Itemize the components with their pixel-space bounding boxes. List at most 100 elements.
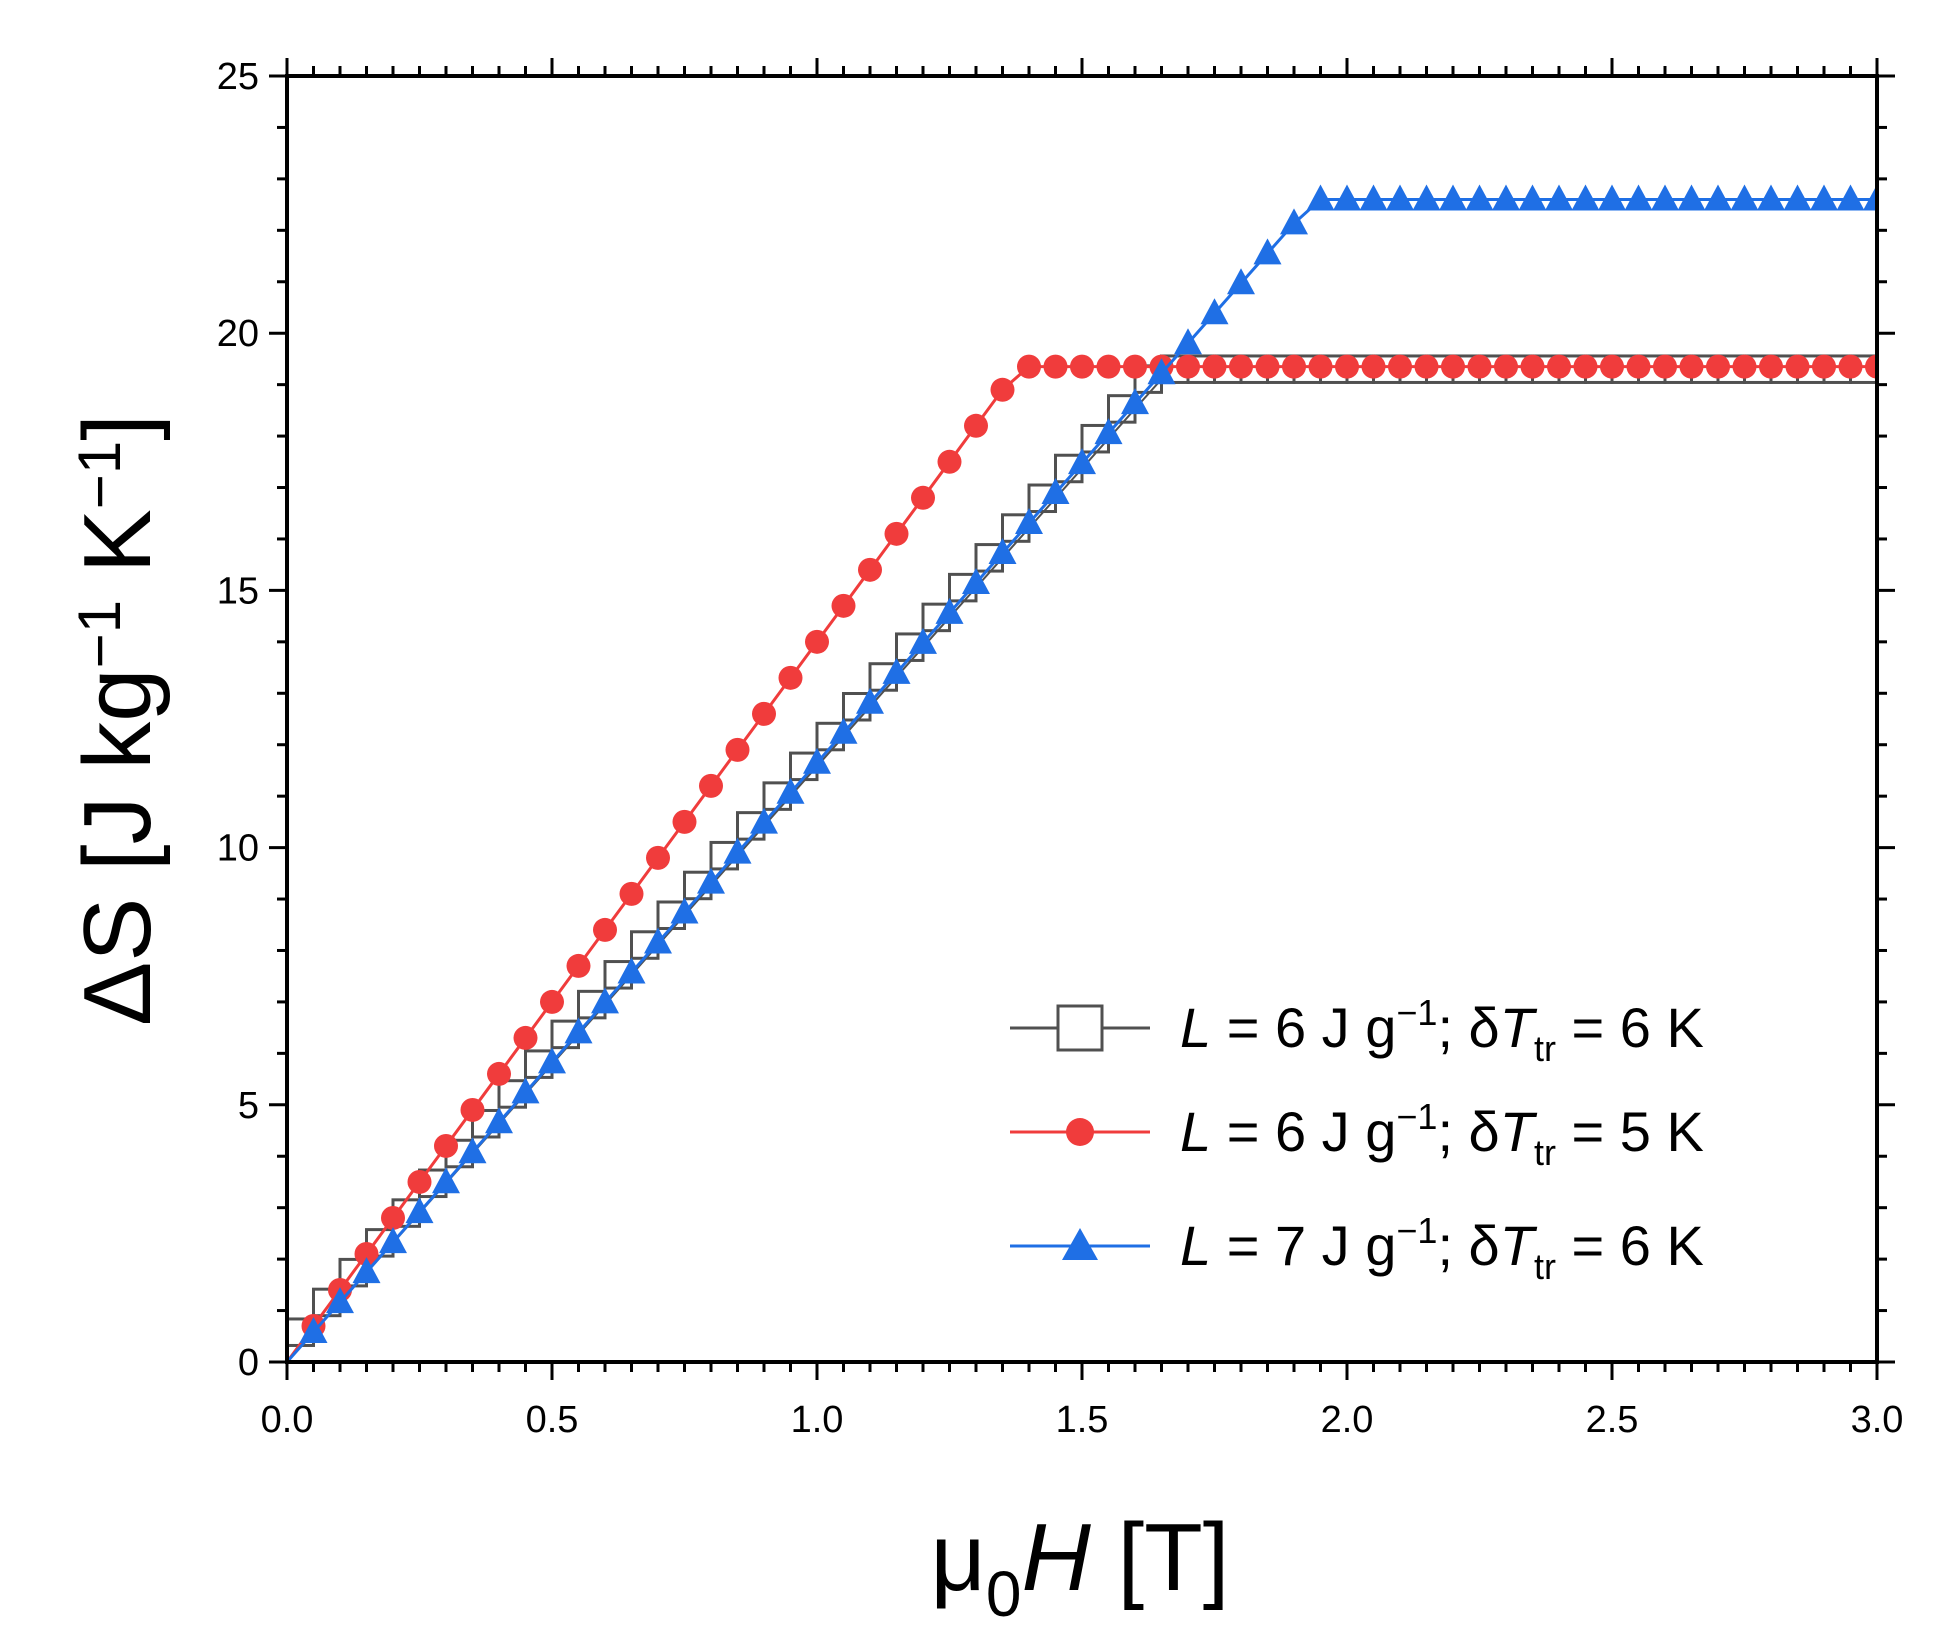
circle-marker xyxy=(1838,354,1863,379)
triangle-marker xyxy=(909,627,937,654)
triangle-marker xyxy=(1465,184,1494,211)
circle-marker xyxy=(593,917,617,942)
triangle-marker xyxy=(697,867,725,894)
y-tick-label: 5 xyxy=(238,1085,259,1127)
circle-marker xyxy=(513,1025,538,1050)
circle-marker xyxy=(725,737,750,762)
legend-marker-triangle xyxy=(1062,1228,1098,1260)
circle-marker xyxy=(1520,354,1545,379)
legend: L = 6 J g−1; δTtr = 6 K L = 6 J g−1; δTt… xyxy=(1010,992,1704,1287)
triangle-marker xyxy=(1386,184,1414,211)
triangle-marker xyxy=(1147,358,1176,385)
triangle-marker xyxy=(1545,184,1573,211)
x-axis-title: μ0H [T] xyxy=(931,1504,1230,1630)
triangle-marker xyxy=(1068,448,1096,475)
triangle-marker xyxy=(538,1047,566,1074)
circle-marker xyxy=(1653,354,1677,379)
triangle-marker xyxy=(1015,508,1043,535)
triangle-marker xyxy=(1571,184,1600,211)
circle-marker xyxy=(831,593,856,618)
circle-marker xyxy=(990,377,1015,402)
series-layer xyxy=(287,184,1877,1362)
x-tick-label: 1.0 xyxy=(791,1399,844,1441)
triangle-marker xyxy=(644,927,672,954)
circle-marker xyxy=(964,413,988,438)
circle-marker xyxy=(1467,354,1492,379)
circle-marker xyxy=(752,701,776,726)
triangle-marker xyxy=(1174,328,1202,355)
circle-marker xyxy=(1573,354,1598,379)
circle-marker xyxy=(434,1133,458,1158)
y-tick-label: 0 xyxy=(238,1342,259,1384)
circle-marker xyxy=(1361,354,1386,379)
triangle-marker xyxy=(1439,184,1467,211)
legend-marker-square xyxy=(1056,1004,1104,1052)
x-tick-label: 0.0 xyxy=(261,1399,314,1441)
circle-marker xyxy=(1414,354,1439,379)
circle-marker xyxy=(619,881,644,906)
series-1 xyxy=(287,354,1877,1362)
triangle-marker xyxy=(882,657,911,684)
triangle-marker xyxy=(1624,184,1653,211)
legend-label-2: L = 6 J g−1; δTtr = 5 K xyxy=(1180,1096,1704,1173)
triangle-marker xyxy=(617,957,646,984)
triangle-marker xyxy=(1253,238,1282,265)
circle-marker xyxy=(1176,354,1200,379)
circle-marker xyxy=(858,557,882,582)
circle-marker xyxy=(1388,354,1412,379)
circle-marker xyxy=(1626,354,1651,379)
circle-marker xyxy=(1785,354,1810,379)
circle-marker xyxy=(1096,354,1121,379)
triangle-marker xyxy=(1836,184,1865,211)
y-tick-label: 20 xyxy=(217,313,259,355)
triangle-marker xyxy=(1730,184,1759,211)
circle-marker xyxy=(937,449,962,474)
triangle-marker xyxy=(326,1287,354,1314)
triangle-marker xyxy=(564,1017,593,1044)
circle-marker xyxy=(566,953,591,978)
triangle-marker xyxy=(1280,208,1308,235)
circle-marker xyxy=(540,989,564,1014)
triangle-marker xyxy=(405,1197,434,1224)
triangle-marker xyxy=(1598,184,1626,211)
circle-marker xyxy=(1282,354,1306,379)
circle-marker xyxy=(884,521,909,546)
circle-marker xyxy=(1441,354,1465,379)
circle-marker xyxy=(1679,354,1704,379)
circle-marker xyxy=(460,1097,485,1122)
series-2 xyxy=(287,354,1877,1362)
circle-marker xyxy=(672,809,697,834)
y-tick-label: 10 xyxy=(217,828,259,870)
circle-marker xyxy=(1070,354,1094,379)
triangle-marker xyxy=(1121,388,1149,415)
triangle-marker xyxy=(935,597,964,624)
triangle-marker xyxy=(1677,184,1706,211)
triangle-marker xyxy=(1783,184,1812,211)
triangle-marker xyxy=(670,897,699,924)
triangle-marker xyxy=(511,1077,540,1104)
triangle-marker xyxy=(1651,184,1679,211)
triangle-marker xyxy=(1333,184,1361,211)
legend-marker-circle xyxy=(1066,1118,1094,1146)
circle-marker xyxy=(354,1241,379,1266)
legend-item-3: L = 7 J g−1; δTtr = 6 K xyxy=(1010,1210,1704,1287)
x-tick-label: 0.5 xyxy=(526,1399,579,1441)
circle-marker xyxy=(699,773,723,798)
triangle-marker xyxy=(458,1137,487,1164)
circle-marker xyxy=(646,845,670,870)
circle-marker xyxy=(1494,354,1518,379)
x-tick-label: 3.0 xyxy=(1851,1399,1904,1441)
triangle-marker xyxy=(776,777,805,804)
triangle-marker xyxy=(962,567,990,594)
x-axis: 0.0 0.5 1.0 1.5 2.0 2.5 3.0 xyxy=(261,58,1904,1441)
circle-marker xyxy=(1229,354,1253,379)
triangle-marker xyxy=(1492,184,1520,211)
legend-label-1: L = 6 J g−1; δTtr = 6 K xyxy=(1180,992,1704,1069)
circle-marker xyxy=(1812,354,1836,379)
triangle-marker xyxy=(591,987,619,1014)
triangle-marker xyxy=(856,687,884,714)
triangle-marker xyxy=(1041,478,1070,505)
series-3 xyxy=(287,184,1877,1362)
circle-marker xyxy=(1706,354,1730,379)
circle-marker xyxy=(1043,354,1068,379)
